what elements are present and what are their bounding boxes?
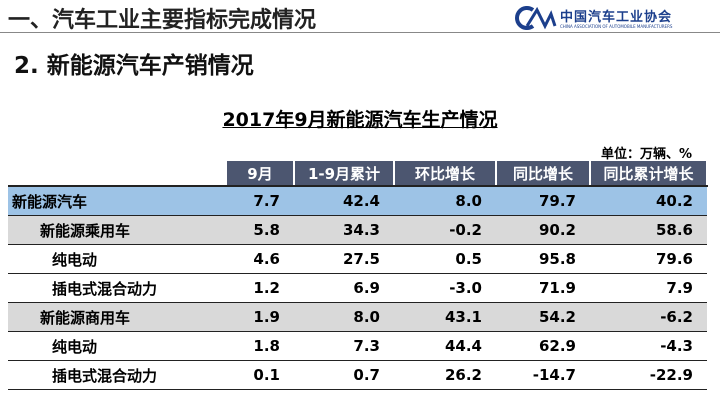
column-header: 1-9月累计	[294, 161, 395, 187]
column-header: 同比增长	[496, 161, 591, 187]
table-row: 新能源乘用车 5.8 34.3 -0.2 90.2 58.6	[8, 215, 707, 245]
table-row: 纯电动 4.6 27.5 0.5 95.8 79.6	[8, 244, 707, 274]
cell-value: 0.1	[226, 360, 294, 390]
table-body: 新能源汽车 7.7 42.4 8.0 79.7 40.2 新能源乘用车 5.8 34.3 -0.2…	[8, 186, 707, 390]
cell-value: 4.6	[226, 244, 294, 274]
cell-value: 62.9	[496, 331, 590, 361]
cell-value: 1.2	[226, 273, 294, 303]
row-label: 新能源乘用车	[8, 215, 226, 245]
cell-value: 6.9	[294, 273, 394, 303]
row-label: 纯电动	[8, 244, 226, 274]
logo-name: 中国汽车工业协会	[560, 10, 673, 25]
cell-value: -3.0	[394, 273, 496, 303]
corner-cell	[8, 161, 227, 187]
table-title: 2017年9月新能源汽车生产情况	[0, 105, 720, 132]
cell-value: 54.2	[496, 302, 590, 332]
cell-value: 7.3	[294, 331, 394, 361]
table-row: 插电式混合动力 1.2 6.9 -3.0 71.9 7.9	[8, 273, 707, 303]
section-title: 2. 新能源汽车产销情况	[14, 53, 254, 79]
row-label: 纯电动	[8, 331, 226, 361]
cell-value: 0.5	[394, 244, 496, 274]
table-row: 纯电动 1.8 7.3 44.4 62.9 -4.3	[8, 331, 707, 361]
cell-value: 5.8	[226, 215, 294, 245]
cell-value: -4.3	[590, 331, 707, 361]
cell-value: 90.2	[496, 215, 590, 245]
column-header: 同比累计增长	[590, 161, 708, 187]
logo-tagline: CHINA ASSOCIATION OF AUTOMOBILE MANUFACT…	[560, 24, 673, 29]
header-row: 9月 1-9月累计 环比增长 同比增长 同比累计增长	[8, 161, 708, 187]
table-row: 新能源商用车 1.9 8.0 43.1 54.2 -6.2	[8, 302, 707, 332]
row-label: 新能源商用车	[8, 302, 226, 332]
cell-value: 71.9	[496, 273, 590, 303]
column-header: 9月	[226, 161, 295, 187]
row-label: 插电式混合动力	[8, 273, 226, 303]
cell-value: 1.8	[226, 331, 294, 361]
cell-value: 79.6	[590, 244, 707, 274]
cell-value: 40.2	[590, 186, 707, 216]
slide-title: 一、汽车工业主要指标完成情况	[8, 8, 317, 33]
cell-value: 42.4	[294, 186, 394, 216]
cell-value: -0.2	[394, 215, 496, 245]
cell-value: 27.5	[294, 244, 394, 274]
cell-value: -22.9	[590, 360, 707, 390]
cell-value: 26.2	[394, 360, 496, 390]
column-header: 环比增长	[394, 161, 497, 187]
cell-value: 79.7	[496, 186, 590, 216]
cell-value: 8.0	[294, 302, 394, 332]
cell-value: 43.1	[394, 302, 496, 332]
table-row: 插电式混合动力 0.1 0.7 26.2 -14.7 -22.9	[8, 360, 707, 390]
row-label: 新能源汽车	[8, 186, 226, 216]
cell-value: 7.9	[590, 273, 707, 303]
cell-value: -14.7	[496, 360, 590, 390]
header-rule	[0, 32, 720, 33]
data-table: 9月 1-9月累计 环比增长 同比增长 同比累计增长 新能源汽车 7.7 42.4 8.0 79…	[8, 161, 708, 390]
cell-value: 7.7	[226, 186, 294, 216]
unit-note: 单位：万辆、%	[600, 147, 692, 162]
cell-value: 34.3	[294, 215, 394, 245]
row-label: 插电式混合动力	[8, 360, 226, 390]
cell-value: 44.4	[394, 331, 496, 361]
table-row: 新能源汽车 7.7 42.4 8.0 79.7 40.2	[8, 186, 707, 216]
cell-value: 58.6	[590, 215, 707, 245]
logo-mark	[515, 6, 557, 30]
table-title-text: 2017年9月新能源汽车生产情况	[222, 109, 498, 131]
cell-value: -6.2	[590, 302, 707, 332]
cell-value: 8.0	[394, 186, 496, 216]
cell-value: 95.8	[496, 244, 590, 274]
cell-value: 1.9	[226, 302, 294, 332]
cell-value: 0.7	[294, 360, 394, 390]
